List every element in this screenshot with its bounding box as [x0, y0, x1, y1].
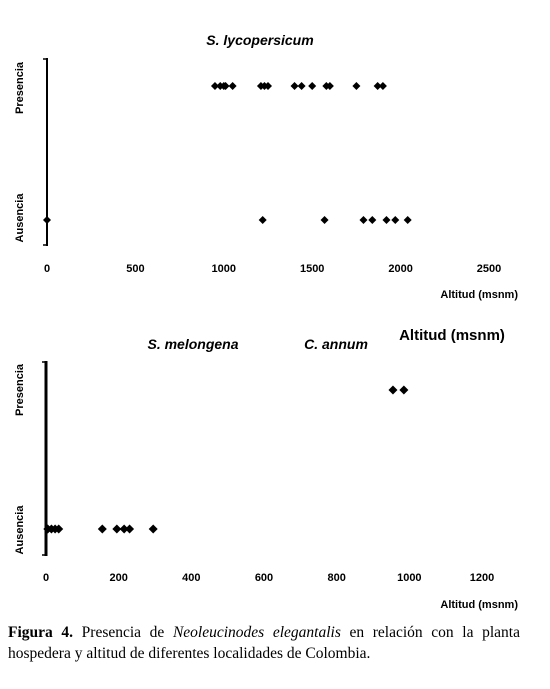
chart-2: Altitud (msnm) S. melongena C. annum Pre…	[14, 327, 518, 611]
chart-1-point-presencia	[221, 82, 230, 90]
chart-2-x-tick-label: 600	[255, 572, 273, 584]
chart-2-ylabel-ausencia: Ausencia	[14, 505, 26, 555]
chart-1-point-ausencia	[258, 216, 267, 224]
figure: S. lycopersicum Presencia Ausencia 0 500 1…	[14, 32, 518, 611]
chart-1-point-presencia	[373, 82, 382, 90]
chart-1-point-presencia	[352, 82, 361, 90]
chart-1-point-ausencia	[403, 216, 412, 224]
chart-1-x-tick-label: 2000	[388, 263, 412, 275]
chart-1-ylabel-ausencia: Ausencia	[14, 193, 26, 243]
chart-2-x-tick-label: 1200	[470, 572, 494, 584]
chart-1-x-tick-label: 500	[126, 263, 144, 275]
chart-2-xlabel: Altitud (msnm)	[440, 599, 518, 611]
chart-2-x-tick-label: 200	[109, 572, 127, 584]
caption-label: Figura 4.	[8, 624, 74, 641]
chart-2-x-tick-label: 0	[43, 572, 49, 584]
chart-1-point-presencia	[378, 82, 387, 90]
chart-2-title-annum: C. annum	[304, 336, 368, 352]
chart-1-title: S. lycopersicum	[206, 32, 313, 48]
figure-caption: Figura 4. Presencia de Neoleucinodes ele…	[8, 622, 520, 664]
caption-text-after: en relación con la planta hospedera y al…	[8, 624, 520, 662]
chart-2-x-ticks: 0 200 400 600 800 1000 1200	[43, 572, 494, 584]
chart-1-point-presencia	[264, 82, 272, 90]
caption-species: Neoleucinodes elegantalis	[172, 624, 341, 641]
chart-1-x-tick-label: 2500	[477, 263, 501, 275]
chart-1-point-ausencia	[382, 216, 391, 224]
caption-text-before: Presencia de	[73, 624, 173, 641]
chart-2-overlay-label: Altitud (msnm)	[399, 327, 505, 344]
chart-2-x-tick-label: 800	[327, 572, 345, 584]
chart-2-point-ausencia	[112, 524, 122, 534]
chart-1-point-presencia	[308, 82, 317, 90]
chart-2-title-melongena: S. melongena	[147, 336, 238, 352]
chart-2-point-presencia	[388, 385, 398, 395]
chart-1: S. lycopersicum Presencia Ausencia 0 500 1…	[14, 32, 518, 301]
chart-1-ylabel-presencia: Presencia	[14, 61, 26, 114]
chart-2-point-ausencia	[54, 524, 64, 534]
chart-1-point-presencia	[290, 82, 299, 90]
chart-1-point-presencia	[228, 82, 237, 90]
chart-1-point-ausencia	[43, 216, 51, 224]
chart-2-x-tick-label: 1000	[397, 572, 421, 584]
chart-1-xlabel: Altitud (msnm)	[440, 289, 518, 301]
chart-2-x-tick-label: 400	[182, 572, 200, 584]
chart-1-point-presencia	[325, 82, 334, 90]
chart-2-point-ausencia	[119, 524, 129, 534]
chart-2-points	[43, 385, 409, 534]
chart-2-point-ausencia	[148, 524, 158, 534]
chart-1-point-ausencia	[320, 216, 329, 224]
chart-1-point-ausencia	[368, 216, 377, 224]
chart-1-x-tick-label: 0	[44, 263, 50, 275]
chart-1-x-tick-label: 1000	[212, 263, 236, 275]
chart-1-point-presencia	[297, 82, 306, 90]
chart-1-point-ausencia	[391, 216, 400, 224]
chart-1-point-presencia	[210, 82, 219, 90]
chart-1-points	[43, 82, 412, 224]
chart-2-ylabel-presencia: Presencia	[14, 363, 26, 416]
chart-2-point-ausencia	[125, 524, 135, 534]
chart-1-x-ticks: 0 500 1000 1500 2000 2500	[44, 263, 501, 275]
chart-1-point-ausencia	[359, 216, 368, 224]
chart-1-x-tick-label: 1500	[300, 263, 324, 275]
chart-2-point-presencia	[399, 385, 409, 395]
chart-2-point-ausencia	[97, 524, 107, 534]
